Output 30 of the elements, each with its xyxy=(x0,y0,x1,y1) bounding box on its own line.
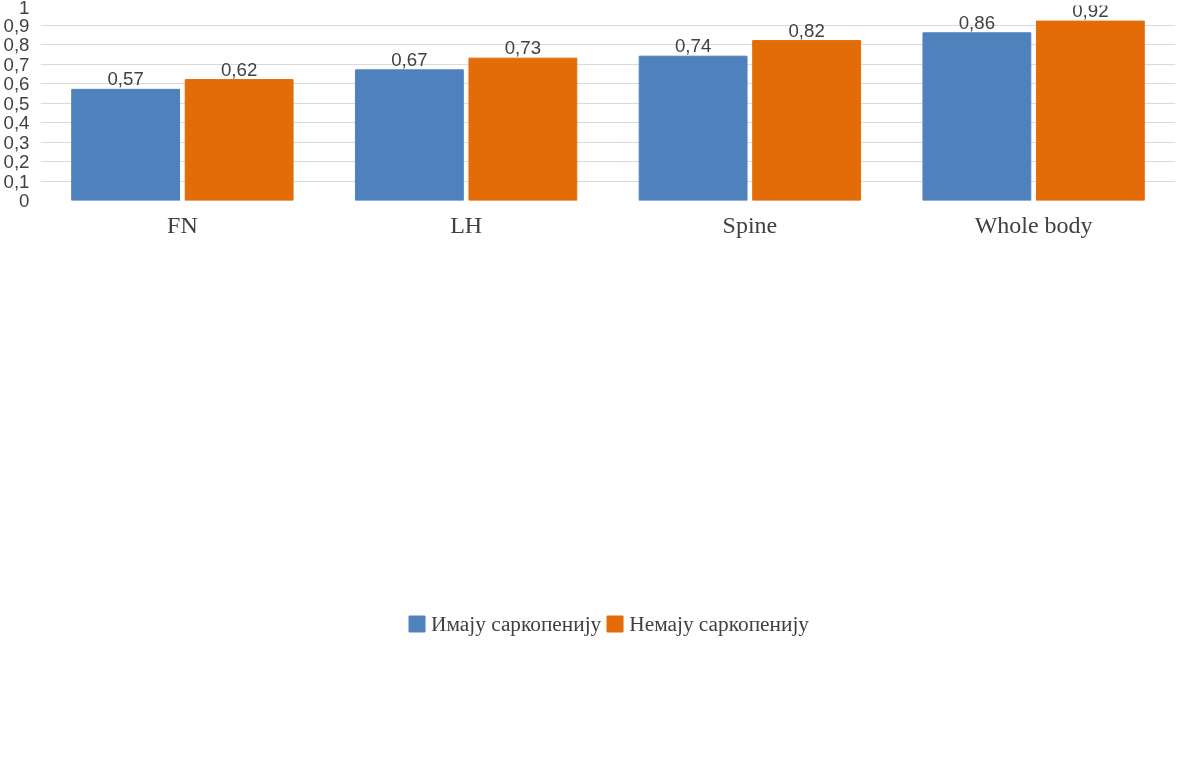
x-tick-label: FN xyxy=(167,211,198,238)
bar xyxy=(71,88,181,201)
x-tick-label: LH xyxy=(450,211,483,238)
legend-label: Немају саркопенију xyxy=(629,611,809,637)
y-tick-label: 0,3 xyxy=(3,131,30,153)
y-tick-label: 0,8 xyxy=(3,34,30,55)
data-label: 0,62 xyxy=(220,58,258,80)
data-label: 0,86 xyxy=(958,11,996,33)
bar xyxy=(468,57,578,201)
y-tick-label: 0,6 xyxy=(3,73,30,94)
y-tick-label: 0,4 xyxy=(3,112,30,133)
bar xyxy=(354,69,464,201)
y-tick-label: 0,1 xyxy=(3,170,30,192)
bar xyxy=(184,79,294,201)
y-tick-label: 0,5 xyxy=(3,92,30,114)
data-label: 0,67 xyxy=(391,48,428,70)
y-tick-label: 0,7 xyxy=(3,53,30,75)
bar xyxy=(752,40,862,201)
y-tick-label: 0,2 xyxy=(3,151,30,172)
bar xyxy=(638,55,748,201)
data-label: 0,57 xyxy=(107,68,144,90)
y-tick-label: 0 xyxy=(19,190,30,211)
x-tick-label: Spine xyxy=(722,211,778,238)
x-tick-label: Whole body xyxy=(974,211,1093,238)
bar xyxy=(1035,20,1145,201)
bar xyxy=(922,32,1032,201)
data-label: 0,74 xyxy=(674,35,712,57)
data-label: 0,82 xyxy=(788,19,825,41)
legend-label: Имају саркопенију xyxy=(431,611,602,637)
data-label: 0,73 xyxy=(504,37,542,59)
